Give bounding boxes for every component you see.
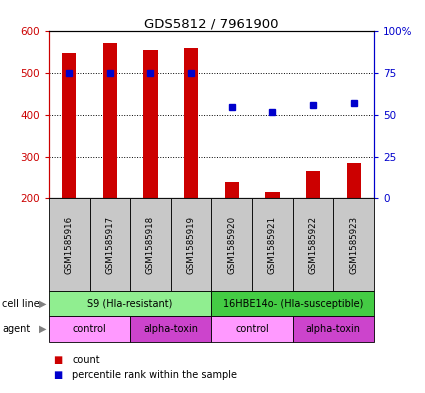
Bar (49, 291, 211, 316)
Text: GSM1585918: GSM1585918 (146, 216, 155, 274)
Bar (265, 192, 280, 198)
Bar (171, 198, 211, 291)
Bar (49, 198, 90, 291)
Bar (293, 198, 333, 291)
Text: alpha-toxin: alpha-toxin (143, 324, 198, 334)
Text: count: count (72, 354, 100, 365)
Text: GSM1585916: GSM1585916 (65, 216, 74, 274)
Text: GSM1585921: GSM1585921 (268, 216, 277, 274)
Text: alpha-toxin: alpha-toxin (306, 324, 361, 334)
Bar (346, 163, 361, 198)
Bar (225, 182, 239, 198)
Bar (103, 43, 117, 198)
Text: GSM1585922: GSM1585922 (309, 216, 317, 274)
Bar (211, 316, 293, 342)
Text: GSM1585920: GSM1585920 (227, 216, 236, 274)
Title: GDS5812 / 7961900: GDS5812 / 7961900 (144, 17, 279, 30)
Bar (306, 171, 320, 198)
Bar (333, 198, 374, 291)
Bar (293, 316, 374, 342)
Text: ■: ■ (53, 370, 62, 380)
Bar (62, 53, 76, 198)
Text: control: control (235, 324, 269, 334)
Text: GSM1585923: GSM1585923 (349, 216, 358, 274)
Text: ■: ■ (53, 354, 62, 365)
Text: ▶: ▶ (39, 324, 47, 334)
Bar (211, 291, 374, 316)
Bar (252, 198, 293, 291)
Bar (130, 198, 171, 291)
Text: GSM1585919: GSM1585919 (187, 216, 196, 274)
Bar (90, 198, 130, 291)
Bar (143, 50, 158, 198)
Text: control: control (73, 324, 106, 334)
Bar (211, 198, 252, 291)
Text: ▶: ▶ (39, 299, 47, 309)
Bar (49, 316, 130, 342)
Text: 16HBE14o- (Hla-susceptible): 16HBE14o- (Hla-susceptible) (223, 299, 363, 309)
Text: agent: agent (2, 324, 30, 334)
Text: cell line: cell line (2, 299, 40, 309)
Text: percentile rank within the sample: percentile rank within the sample (72, 370, 237, 380)
Bar (184, 48, 198, 198)
Bar (130, 316, 211, 342)
Text: S9 (Hla-resistant): S9 (Hla-resistant) (88, 299, 173, 309)
Text: GSM1585917: GSM1585917 (105, 216, 114, 274)
